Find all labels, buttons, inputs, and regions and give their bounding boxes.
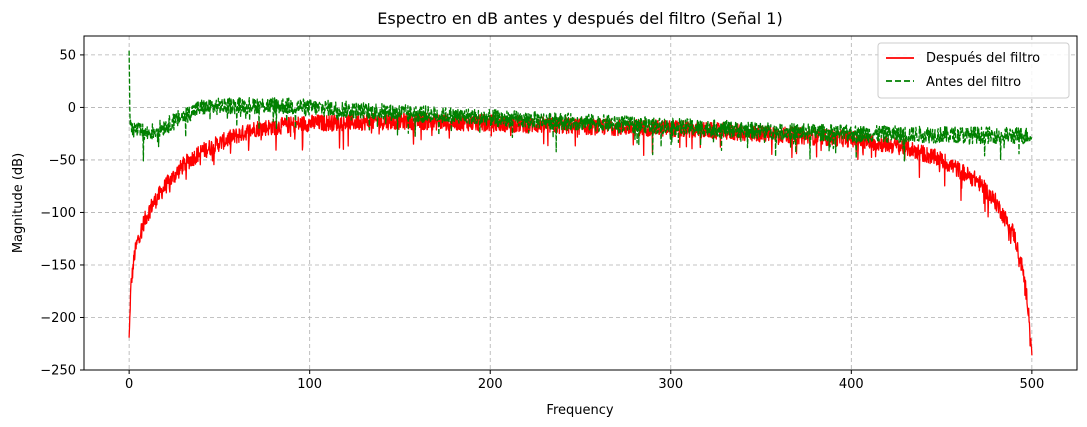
- y-tick-label: −250: [40, 364, 76, 379]
- x-tick-label: 400: [839, 377, 864, 392]
- x-tick-label: 300: [658, 377, 683, 392]
- y-axis-label: Magnitude (dB): [11, 153, 26, 253]
- series-line-before-filter: [128, 50, 1033, 162]
- legend-label-before-filter: Antes del filtro: [926, 75, 1021, 90]
- plot-frame: [83, 35, 1078, 371]
- y-tick-label: 50: [59, 48, 76, 63]
- y-tick-label: −200: [40, 311, 76, 326]
- chart-title: Espectro en dB antes y después del filtr…: [377, 9, 782, 28]
- x-tick-label: 0: [125, 377, 133, 392]
- legend-box: [877, 42, 1070, 99]
- y-tick-label: −50: [49, 153, 76, 168]
- x-tick-label: 200: [478, 377, 503, 392]
- y-tick-label: 0: [68, 101, 76, 116]
- legend-label-after-filter: Después del filtro: [926, 51, 1040, 66]
- y-tick-label: −100: [40, 206, 76, 221]
- legend: Después del filtro Antes del filtro: [877, 42, 1070, 99]
- y-tick-label: −150: [40, 258, 76, 273]
- series-line-after-filter: [128, 112, 1033, 356]
- x-tick-label: 500: [1019, 377, 1044, 392]
- x-tick-label: 100: [297, 377, 322, 392]
- series-layer: [128, 50, 1033, 356]
- x-axis-label: Frequency: [546, 403, 613, 418]
